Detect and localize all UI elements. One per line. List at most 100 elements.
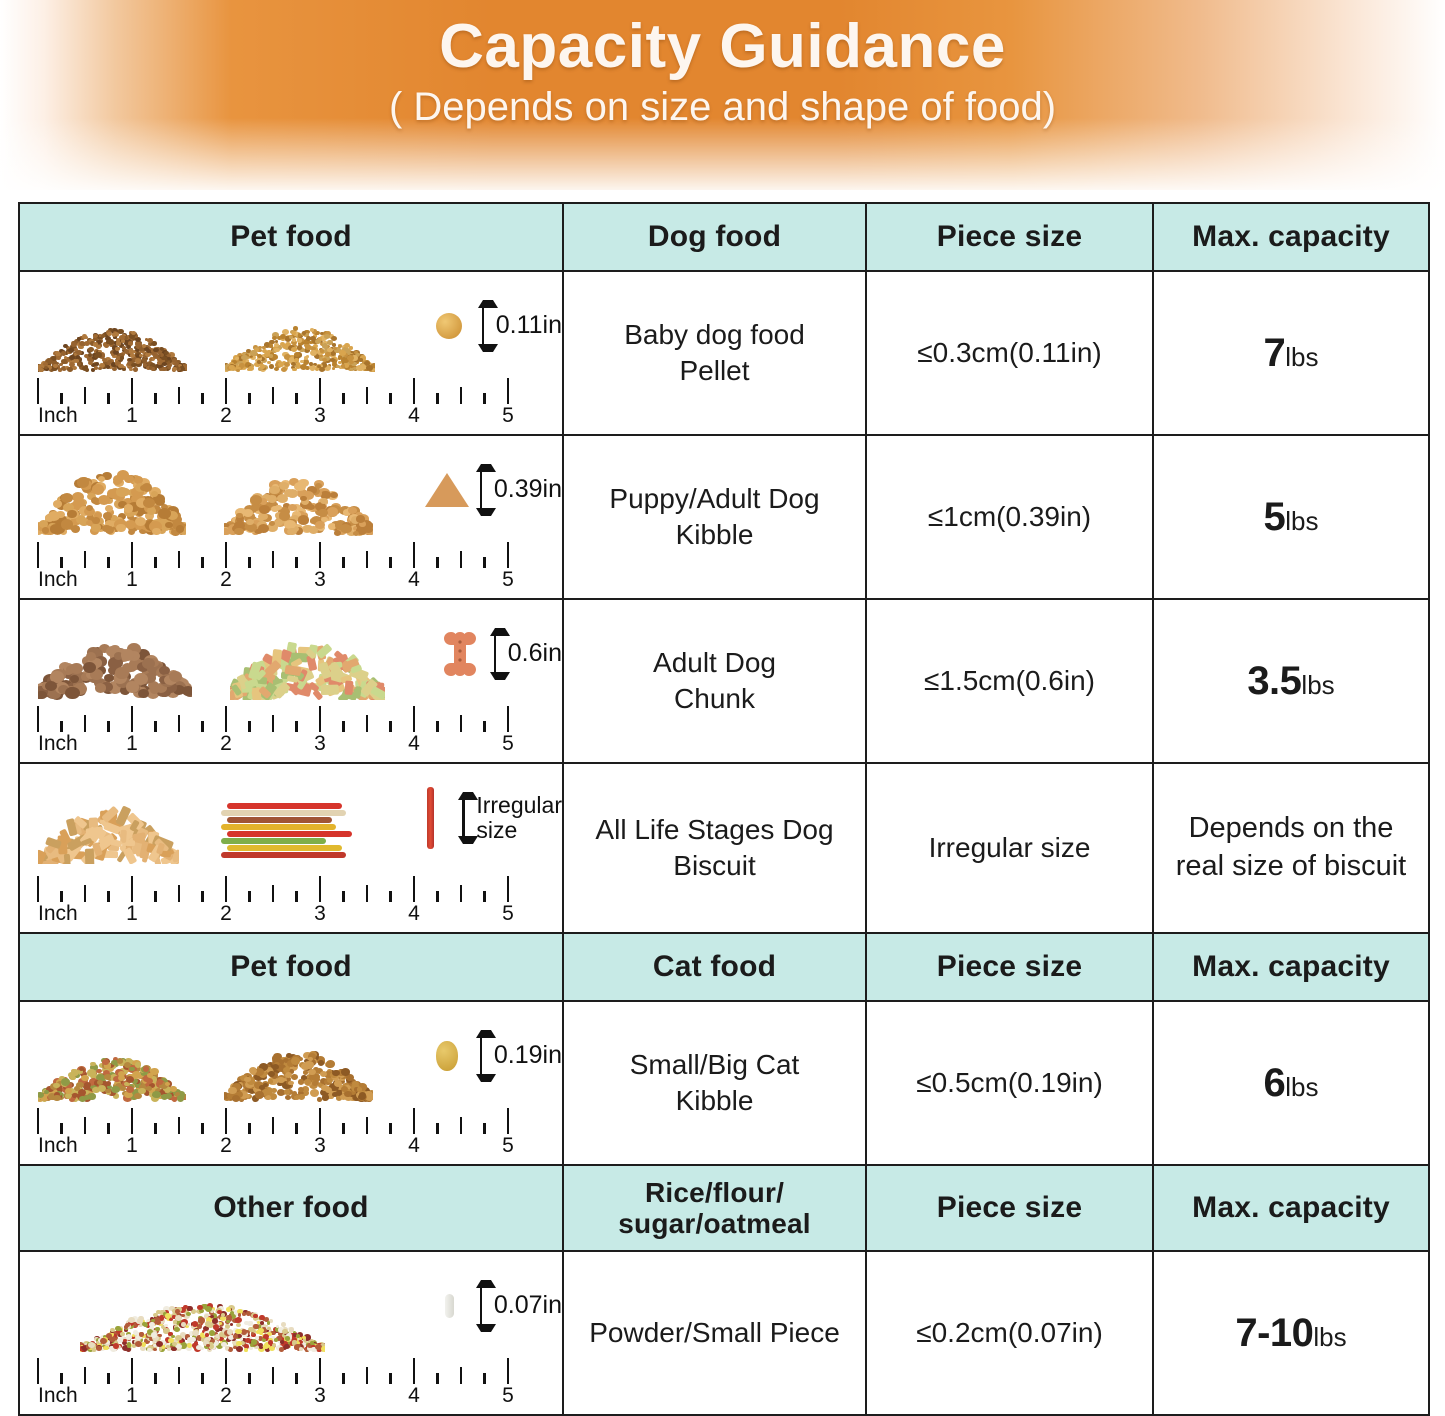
food-name-cell: Small/Big Cat Kibble xyxy=(562,1000,867,1166)
section-header-dog: Pet food Dog food Piece size Max. capaci… xyxy=(18,202,1430,272)
capacity-value: 3.5 xyxy=(1247,659,1302,703)
ruler-mark: 2 xyxy=(220,732,232,755)
ruler-mark: 4 xyxy=(408,732,420,755)
ruler-mark: 5 xyxy=(502,902,514,925)
dimension-indicator: 0.07in xyxy=(475,1260,562,1352)
header-cell-piece-size: Piece size xyxy=(865,202,1154,272)
ruler-mark: 3 xyxy=(314,404,326,427)
piece-size-cell: ≤0.3cm(0.11in) xyxy=(865,270,1154,436)
header-line2: sugar/oatmeal xyxy=(618,1208,811,1239)
section-header-other: Other food Rice/flour/ sugar/oatmeal Pie… xyxy=(18,1164,1430,1252)
ruler-mark: 2 xyxy=(220,404,232,427)
ruler-numbers: Inch 1 2 3 4 5 xyxy=(38,1384,514,1408)
ruler-numbers: Inch 1 2 3 4 5 xyxy=(38,1134,514,1158)
dimension-indicator: 0.11in xyxy=(477,280,562,372)
page-subtitle: ( Depends on size and shape of food) xyxy=(388,85,1057,130)
header-cell-max-capacity: Max. capacity xyxy=(1152,202,1430,272)
ruler-ticks xyxy=(36,376,510,404)
ruler-numbers: Inch 1 2 3 4 5 xyxy=(38,902,514,926)
food-pile-image xyxy=(38,280,188,372)
food-sticks-image xyxy=(217,772,358,864)
ruler-ticks xyxy=(36,1106,510,1134)
table-row: 0.39in Inch 1 2 3 4 5 xyxy=(18,434,1430,600)
single-piece-image xyxy=(433,608,487,700)
inch-ruler: Inch 1 2 3 4 5 xyxy=(36,704,514,756)
food-name-line1: Small/Big Cat xyxy=(629,1048,800,1080)
capacity-table-wrapper: Pet food Dog food Piece size Max. capaci… xyxy=(18,202,1430,1416)
food-photo-cell: 0.19in Inch 1 2 3 4 5 xyxy=(18,1000,564,1166)
header-cell-pet-food: Pet food xyxy=(18,932,564,1002)
food-pile-image xyxy=(225,280,375,372)
ruler-mark: 3 xyxy=(314,1384,326,1407)
piece-size-cell: ≤0.2cm(0.07in) xyxy=(865,1250,1154,1416)
food-name-line2: Kibble xyxy=(675,1085,754,1116)
food-photo-cell: 0.11in Inch 1 2 3 4 5 xyxy=(18,270,564,436)
capacity-unit: lbs xyxy=(1313,1322,1347,1352)
ruler-inch-label: Inch xyxy=(38,1134,78,1157)
ruler-mark: 4 xyxy=(408,568,420,591)
ruler-mark: 3 xyxy=(314,902,326,925)
capacity-unit: lbs xyxy=(1285,342,1319,372)
ruler-mark: 5 xyxy=(502,1384,514,1407)
inch-ruler: Inch 1 2 3 4 5 xyxy=(36,540,514,592)
ruler-inch-label: Inch xyxy=(38,568,78,591)
ruler-mark: 2 xyxy=(220,1134,232,1157)
capacity-unit: lbs xyxy=(1285,1072,1319,1102)
food-pile-image xyxy=(38,608,193,700)
max-capacity-cell: 7-10lbs xyxy=(1152,1250,1430,1416)
inch-ruler: Inch 1 2 3 4 5 xyxy=(36,874,514,926)
ruler-inch-label: Inch xyxy=(38,404,78,427)
single-piece-image xyxy=(421,444,473,536)
food-name-line1: Baby dog food xyxy=(624,318,805,350)
max-capacity-cell: Depends on the real size of biscuit xyxy=(1152,762,1430,934)
max-capacity-cell: 6lbs xyxy=(1152,1000,1430,1166)
dimension-indicator: Irregular size xyxy=(457,772,562,864)
ruler-mark: 4 xyxy=(408,902,420,925)
ruler-inch-label: Inch xyxy=(38,902,78,925)
dimension-indicator: 0.39in xyxy=(475,444,562,536)
capacity-unit: lbs xyxy=(1285,506,1319,536)
dimension-label: 0.19in xyxy=(493,1041,562,1070)
ruler-mark: 5 xyxy=(502,404,514,427)
single-piece-image xyxy=(421,1010,473,1102)
section-header-cat: Pet food Cat food Piece size Max. capaci… xyxy=(18,932,1430,1002)
food-photo-cell: 0.07in Inch 1 2 3 4 5 xyxy=(18,1250,564,1416)
ruler-mark: 2 xyxy=(220,902,232,925)
ruler-mark: 3 xyxy=(314,568,326,591)
dimension-indicator: 0.19in xyxy=(475,1010,562,1102)
inch-ruler: Inch 1 2 3 4 5 xyxy=(36,376,514,428)
table-row: 0.19in Inch 1 2 3 4 5 xyxy=(18,1000,1430,1166)
ruler-mark: 1 xyxy=(126,732,138,755)
food-photo-cell: Irregular size Inch 1 2 3 xyxy=(18,762,564,934)
dimension-label: 0.6in xyxy=(507,639,562,668)
inch-ruler: Inch 1 2 3 4 5 xyxy=(36,1106,514,1158)
piece-size-cell: ≤1cm(0.39in) xyxy=(865,434,1154,600)
food-pile-image xyxy=(224,444,373,536)
capacity-value: 7 xyxy=(1263,331,1286,375)
dimension-label: 0.39in xyxy=(493,475,562,504)
piece-size-cell: ≤0.5cm(0.19in) xyxy=(865,1000,1154,1166)
capacity-table: Pet food Dog food Piece size Max. capaci… xyxy=(18,202,1430,1416)
capacity-value: 6 xyxy=(1263,1061,1286,1105)
ruler-inch-label: Inch xyxy=(38,732,78,755)
table-row: Irregular size Inch 1 2 3 xyxy=(18,762,1430,934)
max-capacity-cell: 3.5lbs xyxy=(1152,598,1430,764)
ruler-mark: 1 xyxy=(126,1384,138,1407)
ruler-mark: 5 xyxy=(502,732,514,755)
page-banner: Capacity Guidance ( Depends on size and … xyxy=(0,0,1445,190)
food-name-line2: Chunk xyxy=(674,683,755,714)
table-row: 0.6in Inch 1 2 3 4 5 xyxy=(18,598,1430,764)
bone-biscuit-icon xyxy=(443,628,477,680)
header-cell-cat-food: Cat food xyxy=(562,932,867,1002)
ruler-inch-label: Inch xyxy=(38,1384,78,1407)
ruler-mark: 3 xyxy=(314,1134,326,1157)
food-name-line1: Powder/Small Piece xyxy=(589,1316,840,1348)
dimension-label: Irregular size xyxy=(476,792,562,844)
ruler-mark: 1 xyxy=(126,1134,138,1157)
single-piece-image xyxy=(423,280,475,372)
header-cell-max-capacity: Max. capacity xyxy=(1152,932,1430,1002)
header-line1: Rice/flour/ xyxy=(644,1176,785,1208)
ruler-numbers: Inch 1 2 3 4 5 xyxy=(38,404,514,428)
ruler-mark: 2 xyxy=(220,568,232,591)
piece-size-cell: ≤1.5cm(0.6in) xyxy=(865,598,1154,764)
